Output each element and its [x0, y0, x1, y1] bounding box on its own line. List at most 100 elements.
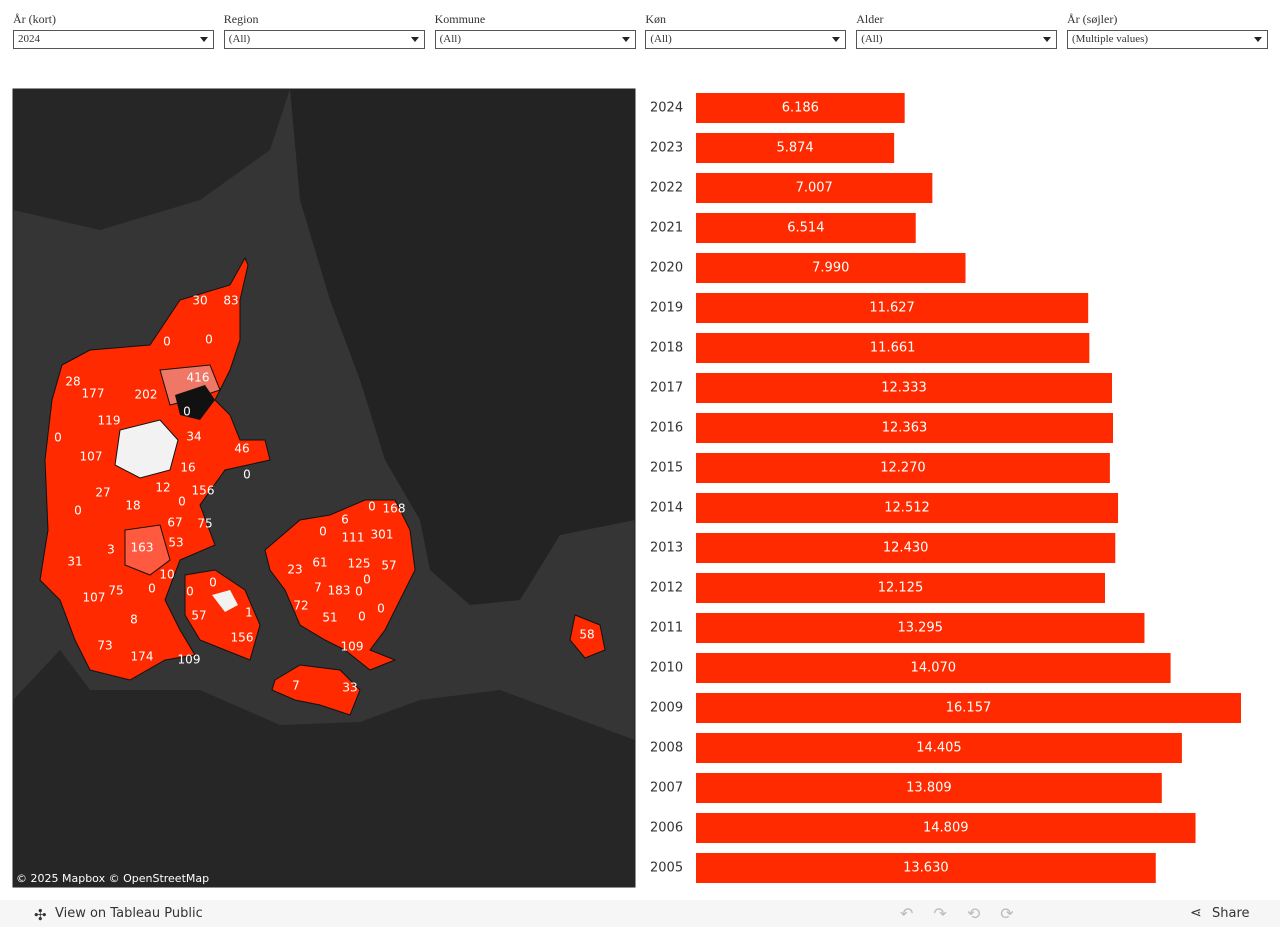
map-label: 6: [341, 513, 349, 527]
bar: [696, 93, 905, 123]
map-label: 61: [312, 556, 327, 570]
map-label: 107: [83, 591, 106, 605]
share-button[interactable]: Share: [1212, 906, 1250, 921]
share-icon: ⋖: [1190, 905, 1202, 921]
map-label: 57: [191, 609, 206, 623]
region: [114, 419, 179, 479]
map-attribution: © 2025 Mapbox © OpenStreetMap: [16, 872, 209, 885]
map-label: 0: [205, 333, 213, 347]
filter: År (kort) 2024: [13, 12, 214, 49]
map-label: 3: [107, 543, 115, 557]
value-label: 11.661: [870, 341, 916, 356]
bornholm: [569, 614, 606, 659]
map-label: 111: [342, 531, 365, 545]
y-tick-label: 2014: [650, 501, 683, 516]
map-label: 0: [148, 582, 156, 596]
y-tick-label: 2008: [650, 741, 683, 756]
value-label: 13.295: [897, 621, 943, 636]
value-label: 16.157: [946, 701, 992, 716]
y-tick-label: 2005: [650, 861, 683, 876]
map-label: 8: [130, 613, 138, 627]
bar: [696, 293, 1089, 323]
map-label: 7: [314, 581, 322, 595]
filter-dropdown[interactable]: (All): [645, 30, 847, 49]
map-label: 12: [155, 481, 170, 495]
map-label: 0: [368, 500, 376, 514]
map-label: 0: [163, 335, 171, 349]
y-tick-label: 2023: [650, 141, 683, 156]
map-label: 0: [209, 576, 217, 590]
value-label: 12.125: [878, 581, 924, 596]
map-label: 0: [54, 431, 62, 445]
map-label: 7: [292, 679, 300, 693]
bar: [696, 173, 933, 203]
value-label: 12.333: [881, 381, 927, 396]
map-label: 16: [180, 461, 195, 475]
y-tick-label: 2015: [650, 461, 683, 476]
lolland: [271, 664, 361, 716]
bar: [696, 133, 895, 163]
map-label: 0: [186, 585, 194, 599]
map-label: 46: [234, 442, 249, 456]
view-link[interactable]: View on Tableau Public: [55, 906, 203, 921]
map-label: 301: [371, 528, 394, 542]
bar: [696, 453, 1110, 483]
map-label: 109: [178, 653, 201, 667]
map-label: 107: [80, 450, 103, 464]
filter-label: Kommune: [434, 12, 486, 26]
map-label: 202: [135, 388, 158, 402]
filter-dropdown[interactable]: 2024: [13, 30, 214, 49]
map-label: 0: [355, 585, 363, 599]
filter-dropdown[interactable]: (Multiple values): [1067, 30, 1268, 49]
filter-dropdown[interactable]: (All): [856, 30, 1058, 49]
tableau-icon: ✣: [34, 906, 47, 924]
value-label: 14.405: [916, 741, 962, 756]
map-label: 0: [319, 525, 327, 539]
value-label: 12.270: [880, 461, 926, 476]
map-label: 119: [98, 414, 121, 428]
value-label: 6.186: [782, 101, 819, 116]
bar: [696, 693, 1241, 723]
map-label: 416: [187, 371, 210, 385]
value-label: 11.627: [869, 301, 915, 316]
value-label: 7.007: [796, 181, 833, 196]
map-label: 33: [342, 681, 357, 695]
y-tick-label: 2022: [650, 181, 683, 196]
bar: [696, 533, 1116, 563]
y-tick-label: 2009: [650, 701, 683, 716]
map-label: 156: [231, 631, 254, 645]
filter-label: Alder: [856, 12, 884, 26]
bar: [696, 493, 1119, 523]
map-label: 125: [348, 557, 371, 571]
map-label: 27: [95, 486, 110, 500]
y-tick-label: 2020: [650, 261, 683, 276]
map-label: 67: [167, 516, 182, 530]
value-label: 7.990: [812, 261, 849, 276]
filter-dropdown[interactable]: (All): [434, 30, 636, 49]
y-tick-label: 2016: [650, 421, 683, 436]
bar: [696, 333, 1090, 363]
filter-label: År (kort): [13, 12, 56, 26]
map-label: 73: [97, 639, 112, 653]
bar: [696, 773, 1162, 803]
bar: [696, 653, 1171, 683]
map-label: 34: [186, 430, 201, 444]
map-label: 51: [322, 611, 337, 625]
map-label: 10: [159, 568, 174, 582]
map-label: 0: [74, 504, 82, 518]
map-label: 156: [192, 484, 215, 498]
value-label: 13.809: [906, 781, 952, 796]
zealand: [264, 499, 416, 671]
map-label: 109: [341, 640, 364, 654]
y-tick-label: 2006: [650, 821, 683, 836]
lake: [175, 385, 215, 420]
bar: [696, 413, 1114, 443]
filter-dropdown[interactable]: (All): [223, 30, 425, 49]
y-tick-label: 2007: [650, 781, 683, 796]
value-label: 13.630: [903, 861, 949, 876]
map-label: 75: [197, 517, 212, 531]
y-tick-label: 2011: [650, 621, 683, 636]
bar: [696, 733, 1182, 763]
map-label: 0: [377, 602, 385, 616]
